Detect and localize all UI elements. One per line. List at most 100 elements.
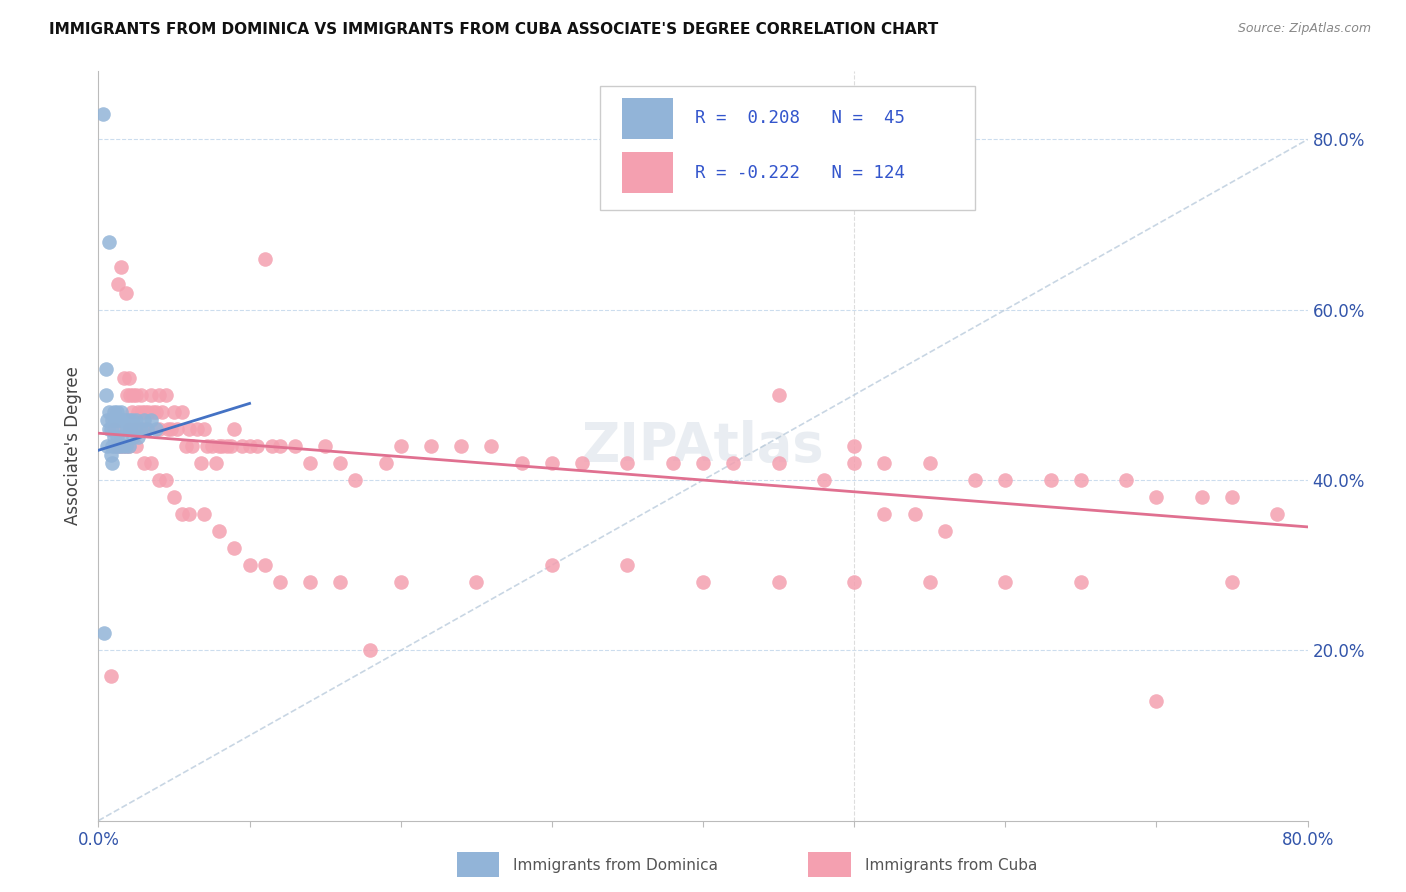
Point	[100, 448, 122, 462]
Point	[122, 430, 145, 444]
Point	[873, 507, 896, 521]
Point	[1220, 490, 1243, 504]
Point	[231, 439, 253, 453]
Point	[120, 388, 142, 402]
Point	[124, 422, 146, 436]
Point	[163, 405, 186, 419]
Point	[118, 439, 141, 453]
Point	[616, 558, 638, 573]
Point	[994, 575, 1017, 590]
Point	[224, 422, 246, 436]
Point	[107, 439, 129, 453]
Point	[174, 439, 197, 453]
Point	[103, 430, 125, 444]
Point	[156, 422, 179, 436]
Point	[389, 439, 412, 453]
Point	[163, 490, 186, 504]
Text: Source: ZipAtlas.com: Source: ZipAtlas.com	[1237, 22, 1371, 36]
Point	[1220, 575, 1243, 590]
Point	[873, 456, 896, 470]
Point	[329, 456, 352, 470]
Point	[134, 405, 156, 419]
Point	[114, 413, 136, 427]
Point	[91, 107, 114, 121]
Point	[131, 405, 153, 419]
Point	[96, 439, 118, 453]
Point	[195, 439, 218, 453]
Point	[103, 422, 125, 436]
Point	[155, 473, 177, 487]
Point	[193, 507, 215, 521]
Point	[115, 422, 138, 436]
Point	[122, 388, 145, 402]
Point	[108, 439, 131, 453]
Point	[692, 456, 714, 470]
FancyBboxPatch shape	[600, 87, 976, 210]
Point	[98, 422, 121, 436]
Y-axis label: Associate's Degree: Associate's Degree	[65, 367, 83, 525]
Point	[155, 388, 177, 402]
Point	[314, 439, 336, 453]
Point	[121, 413, 143, 427]
Point	[108, 413, 131, 427]
Point	[112, 422, 135, 436]
Point	[125, 388, 148, 402]
Point	[344, 473, 367, 487]
Point	[208, 524, 231, 538]
Point	[100, 422, 122, 436]
Point	[145, 422, 167, 436]
Point	[262, 439, 284, 453]
Point	[104, 439, 127, 453]
Point	[94, 388, 117, 402]
Point	[965, 473, 987, 487]
Point	[465, 575, 488, 590]
Point	[107, 413, 129, 427]
Point	[136, 405, 159, 419]
Point	[269, 575, 291, 590]
Point	[100, 669, 122, 683]
Point	[1267, 507, 1289, 521]
Point	[389, 575, 412, 590]
Point	[105, 430, 128, 444]
Point	[135, 422, 157, 436]
Point	[94, 362, 117, 376]
Point	[125, 439, 148, 453]
Point	[844, 456, 866, 470]
Point	[129, 388, 152, 402]
Point	[118, 439, 141, 453]
Point	[1144, 490, 1167, 504]
Point	[299, 456, 322, 470]
Point	[98, 235, 121, 249]
Point	[211, 439, 233, 453]
Point	[181, 439, 204, 453]
Point	[1191, 490, 1213, 504]
Point	[112, 371, 135, 385]
Point	[1070, 575, 1092, 590]
Point	[118, 371, 141, 385]
Point	[571, 456, 593, 470]
Point	[111, 439, 134, 453]
Point	[692, 575, 714, 590]
Point	[201, 439, 224, 453]
Point	[1115, 473, 1137, 487]
Point	[481, 439, 503, 453]
Point	[148, 422, 170, 436]
Point	[127, 405, 149, 419]
Point	[904, 507, 927, 521]
Point	[107, 277, 129, 292]
Point	[142, 405, 165, 419]
Point	[141, 456, 163, 470]
Text: IMMIGRANTS FROM DOMINICA VS IMMIGRANTS FROM CUBA ASSOCIATE'S DEGREE CORRELATION : IMMIGRANTS FROM DOMINICA VS IMMIGRANTS F…	[49, 22, 938, 37]
Point	[299, 575, 322, 590]
Point	[179, 507, 201, 521]
Point	[150, 405, 173, 419]
Point	[121, 405, 143, 419]
Point	[661, 456, 683, 470]
Point	[114, 439, 136, 453]
Point	[110, 260, 132, 275]
Point	[215, 439, 238, 453]
Point	[284, 439, 307, 453]
Point	[768, 575, 790, 590]
Point	[103, 405, 125, 419]
Point	[148, 388, 170, 402]
